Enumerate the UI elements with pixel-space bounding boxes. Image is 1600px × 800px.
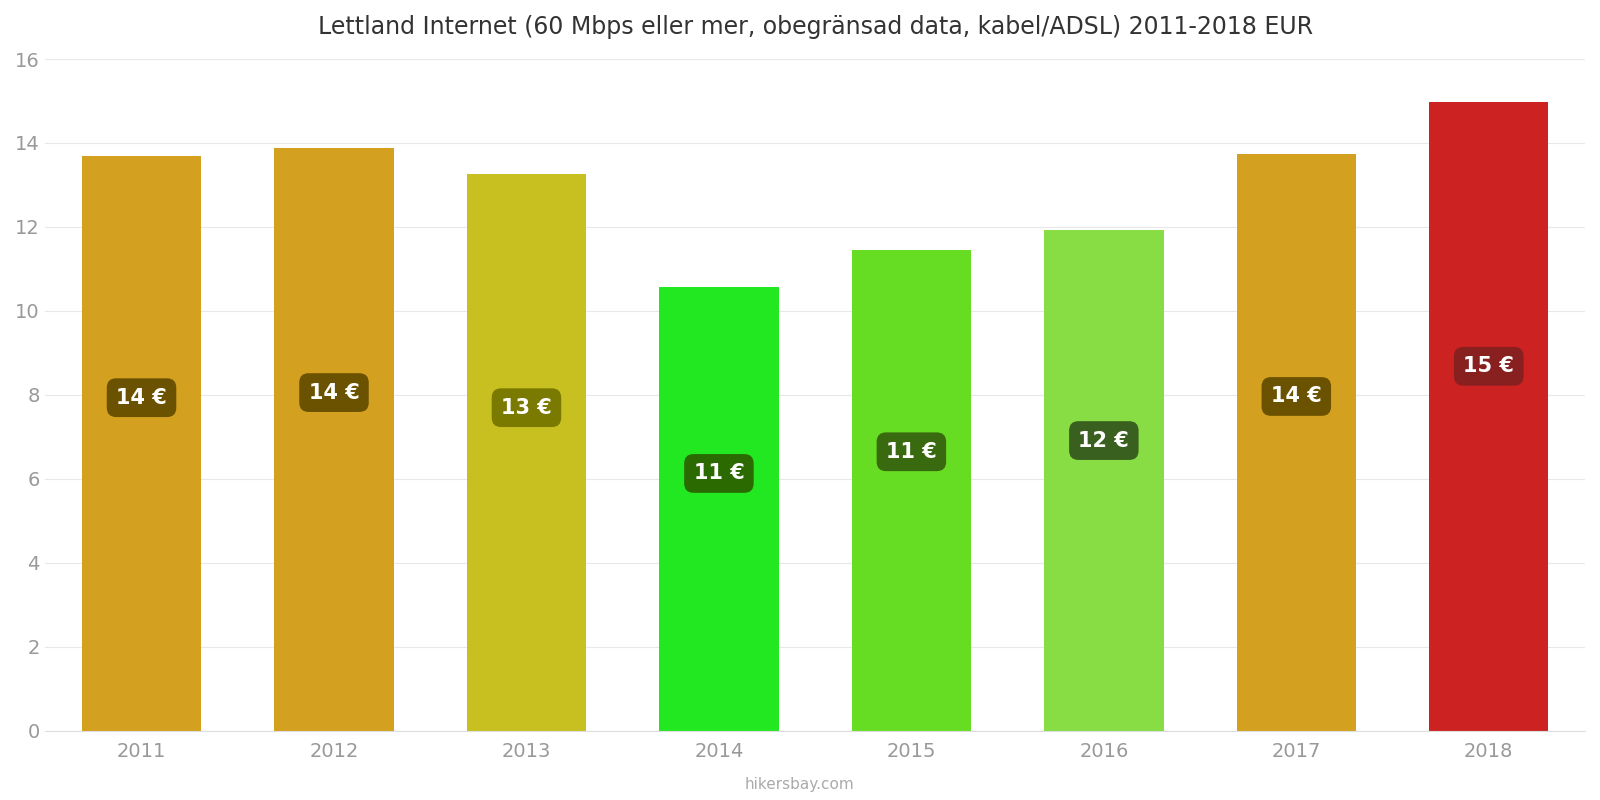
Text: 14 €: 14 € <box>1270 386 1322 406</box>
Bar <box>1429 102 1549 731</box>
Bar <box>467 174 586 731</box>
Text: 12 €: 12 € <box>1078 430 1130 450</box>
Text: hikersbay.com: hikersbay.com <box>746 777 854 792</box>
Bar <box>1237 154 1355 731</box>
Bar <box>82 157 202 731</box>
Text: 14 €: 14 € <box>117 388 166 408</box>
Bar <box>1045 230 1163 731</box>
Text: 11 €: 11 € <box>886 442 936 462</box>
Bar <box>274 148 394 731</box>
Bar <box>659 287 779 731</box>
Bar <box>851 250 971 731</box>
Title: Lettland Internet (60 Mbps eller mer, obegränsad data, kabel/ADSL) 2011-2018 EUR: Lettland Internet (60 Mbps eller mer, ob… <box>317 15 1312 39</box>
Text: 13 €: 13 € <box>501 398 552 418</box>
Text: 11 €: 11 € <box>693 463 744 483</box>
Text: 15 €: 15 € <box>1464 356 1514 376</box>
Text: 14 €: 14 € <box>309 382 360 402</box>
